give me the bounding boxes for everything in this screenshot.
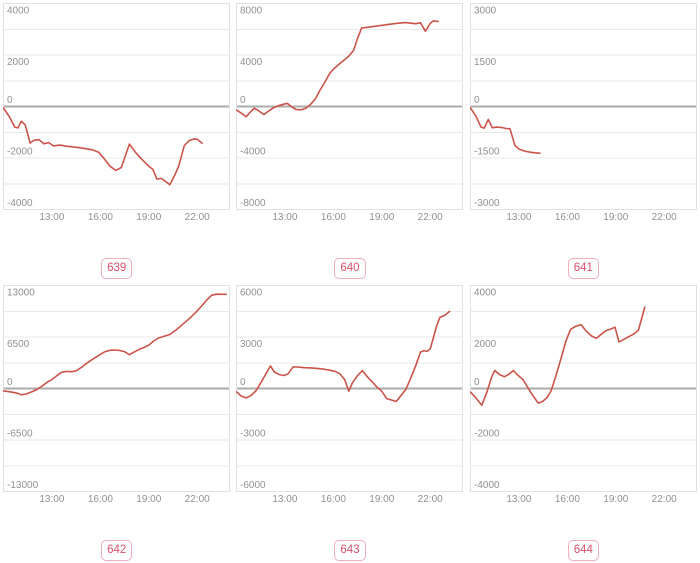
svg-text:0: 0: [240, 377, 246, 388]
svg-text:19:00: 19:00: [370, 212, 395, 223]
svg-text:19:00: 19:00: [603, 212, 628, 223]
svg-text:2000: 2000: [7, 57, 30, 68]
svg-text:0: 0: [7, 95, 13, 106]
badge-row: 642: [101, 539, 133, 561]
svg-text:0: 0: [474, 95, 480, 106]
svg-text:4000: 4000: [474, 288, 497, 299]
svg-text:22:00: 22:00: [418, 494, 443, 505]
svg-text:0: 0: [474, 377, 480, 388]
svg-text:2000: 2000: [474, 339, 497, 350]
svg-text:19:00: 19:00: [136, 212, 161, 223]
chart-number-badge[interactable]: 640: [334, 257, 366, 279]
svg-text:-2000: -2000: [474, 429, 500, 440]
svg-text:13:00: 13:00: [273, 212, 298, 223]
chart-number-badge[interactable]: 639: [101, 257, 133, 279]
svg-text:16:00: 16:00: [555, 212, 580, 223]
svg-text:-2000: -2000: [7, 147, 33, 158]
svg-text:19:00: 19:00: [370, 494, 395, 505]
svg-text:13:00: 13:00: [273, 494, 298, 505]
svg-text:13:00: 13:00: [40, 494, 65, 505]
badge-row: 640: [334, 257, 366, 279]
svg-text:-8000: -8000: [240, 198, 266, 209]
svg-text:16:00: 16:00: [88, 494, 113, 505]
svg-text:-4000: -4000: [7, 198, 33, 209]
svg-text:-13000: -13000: [7, 480, 39, 491]
svg-text:1500: 1500: [474, 57, 497, 68]
svg-text:3000: 3000: [240, 339, 263, 350]
chart-card-644: 4000 2000 0 -2000 -4000 13:00 16:00 19:00 22:00 …: [467, 285, 700, 561]
svg-text:22:00: 22:00: [418, 212, 443, 223]
chart-card-642: 13000 6500 0 -6500 -13000 13:00 16:00 19:00 22:0…: [0, 285, 233, 561]
svg-text:13:00: 13:00: [40, 212, 65, 223]
svg-text:22:00: 22:00: [185, 212, 210, 223]
svg-text:22:00: 22:00: [651, 212, 676, 223]
chart-number-badge[interactable]: 644: [567, 539, 599, 561]
svg-text:16:00: 16:00: [555, 494, 580, 505]
chart-card-639: 4000 2000 0 -2000 -4000 13:00 16:00 19:00 22:00 …: [0, 3, 233, 285]
svg-text:-1500: -1500: [474, 147, 500, 158]
svg-text:-3000: -3000: [474, 198, 500, 209]
svg-text:-4000: -4000: [240, 147, 266, 158]
line-chart-641[interactable]: 3000 1500 0 -1500 -3000 13:00 16:00 19:00 22:00: [469, 3, 697, 224]
svg-text:0: 0: [7, 377, 13, 388]
chart-card-640: 8000 4000 0 -4000 -8000 13:00 16:00 19:00 22:00 …: [233, 3, 466, 285]
line-chart-639[interactable]: 4000 2000 0 -2000 -4000 13:00 16:00 19:00 22:00: [3, 3, 231, 224]
svg-text:16:00: 16:00: [321, 494, 346, 505]
chart-number-badge[interactable]: 641: [567, 257, 599, 279]
svg-text:13:00: 13:00: [506, 494, 531, 505]
svg-text:13000: 13000: [7, 288, 35, 299]
badge-row: 639: [101, 257, 133, 279]
badge-row: 644: [567, 539, 599, 561]
svg-text:22:00: 22:00: [651, 494, 676, 505]
svg-text:6000: 6000: [240, 288, 263, 299]
svg-text:16:00: 16:00: [321, 212, 346, 223]
svg-text:-3000: -3000: [240, 429, 266, 440]
chart-number-badge[interactable]: 642: [101, 539, 133, 561]
chart-number-badge[interactable]: 643: [334, 539, 366, 561]
svg-text:22:00: 22:00: [185, 494, 210, 505]
svg-text:-6000: -6000: [240, 480, 266, 491]
svg-text:-6500: -6500: [7, 429, 33, 440]
chart-card-641: 3000 1500 0 -1500 -3000 13:00 16:00 19:00 22:00 …: [467, 3, 700, 285]
line-chart-640[interactable]: 8000 4000 0 -4000 -8000 13:00 16:00 19:00 22:00: [236, 3, 464, 224]
svg-text:3000: 3000: [474, 6, 497, 17]
line-chart-644[interactable]: 4000 2000 0 -2000 -4000 13:00 16:00 19:00 22:00: [469, 285, 697, 506]
chart-card-643: 6000 3000 0 -3000 -6000 13:00 16:00 19:00 22:00 …: [233, 285, 466, 561]
svg-text:4000: 4000: [7, 6, 30, 17]
svg-text:13:00: 13:00: [506, 212, 531, 223]
svg-text:16:00: 16:00: [88, 212, 113, 223]
svg-text:19:00: 19:00: [603, 494, 628, 505]
line-chart-643[interactable]: 6000 3000 0 -3000 -6000 13:00 16:00 19:00 22:00: [236, 285, 464, 506]
svg-text:8000: 8000: [240, 6, 263, 17]
svg-text:-4000: -4000: [474, 480, 500, 491]
svg-text:0: 0: [240, 95, 246, 106]
svg-text:19:00: 19:00: [136, 494, 161, 505]
svg-text:4000: 4000: [240, 57, 263, 68]
badge-row: 641: [567, 257, 599, 279]
badge-row: 643: [334, 539, 366, 561]
svg-text:6500: 6500: [7, 339, 30, 350]
